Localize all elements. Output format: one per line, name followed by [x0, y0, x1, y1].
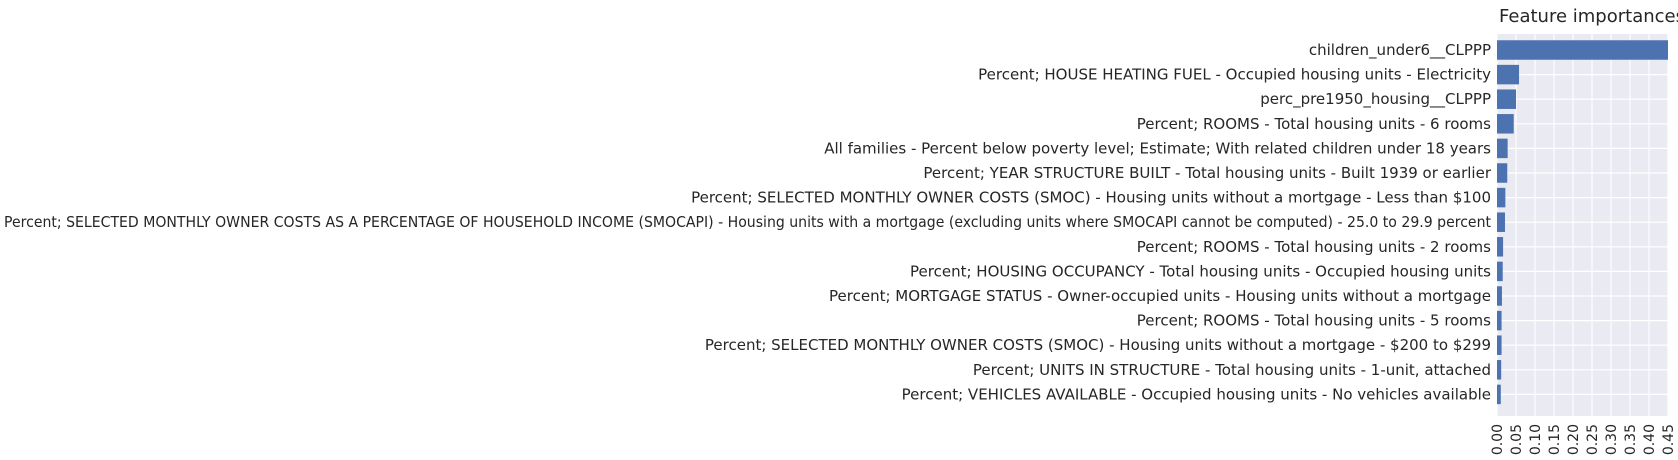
bars [1497, 40, 1668, 405]
x-tick-label: 0.20 [1566, 424, 1582, 455]
category-label: Percent; HOUSE HEATING FUEL - Occupied h… [978, 66, 1491, 84]
bar [1497, 335, 1502, 355]
category-label: Percent; VEHICLES AVAILABLE - Occupied h… [902, 385, 1491, 403]
category-label: perc_pre1950_housing__CLPPP [1260, 90, 1491, 109]
x-tick-label: 0.10 [1528, 424, 1544, 455]
category-label: Percent; SELECTED MONTHLY OWNER COSTS (S… [691, 189, 1491, 207]
grid-lines [1496, 34, 1669, 416]
bar [1497, 360, 1502, 380]
category-labels: children_under6__CLPPP Percent; HOUSE HEA… [4, 41, 1492, 403]
category-label: Percent; ROOMS - Total housing units - 5… [1137, 312, 1491, 330]
chart-title: Feature importances [1499, 6, 1678, 27]
category-label: Percent; ROOMS - Total housing units - 6… [1137, 115, 1491, 133]
bar [1497, 310, 1502, 331]
category-label: All families - Percent below poverty lev… [824, 139, 1491, 157]
bar [1497, 261, 1503, 282]
category-label: children_under6__CLPPP [1309, 41, 1491, 60]
x-tick-label: 0.35 [1623, 424, 1639, 455]
bar [1497, 212, 1505, 232]
x-tick-labels: 0.00 0.05 0.10 0.15 0.20 0.25 0.30 0.35 0.40 0.45 [1490, 424, 1677, 455]
category-label: Percent; UNITS IN STRUCTURE - Total hous… [973, 361, 1491, 379]
bar [1497, 114, 1514, 134]
x-tick-label: 0.15 [1547, 424, 1563, 455]
bar [1497, 237, 1504, 257]
category-label: Percent; MORTGAGE STATUS - Owner-occupie… [829, 287, 1491, 305]
bar [1497, 64, 1520, 85]
x-tick-label: 0.00 [1490, 424, 1506, 455]
bar [1497, 286, 1502, 306]
category-label: Percent; HOUSING OCCUPANCY - Total housi… [910, 262, 1491, 280]
x-tick-label: 0.30 [1604, 424, 1620, 455]
category-label: Percent; YEAR STRUCTURE BUILT - Total ho… [923, 164, 1491, 182]
x-tick-label: 0.40 [1642, 424, 1658, 455]
x-tick-label: 0.25 [1585, 424, 1601, 455]
plot-background [1497, 34, 1668, 416]
bar [1497, 163, 1508, 183]
bar [1497, 187, 1506, 208]
bar [1497, 40, 1668, 60]
category-label: Percent; SELECTED MONTHLY OWNER COSTS AS… [4, 213, 1491, 231]
bar [1497, 138, 1508, 159]
bar [1497, 384, 1501, 405]
category-label: Percent; SELECTED MONTHLY OWNER COSTS (S… [705, 336, 1491, 354]
bar [1497, 89, 1516, 109]
x-tick-label: 0.45 [1661, 424, 1677, 455]
x-tick-label: 0.05 [1509, 424, 1525, 455]
category-label: Percent; ROOMS - Total housing units - 2… [1137, 238, 1491, 256]
